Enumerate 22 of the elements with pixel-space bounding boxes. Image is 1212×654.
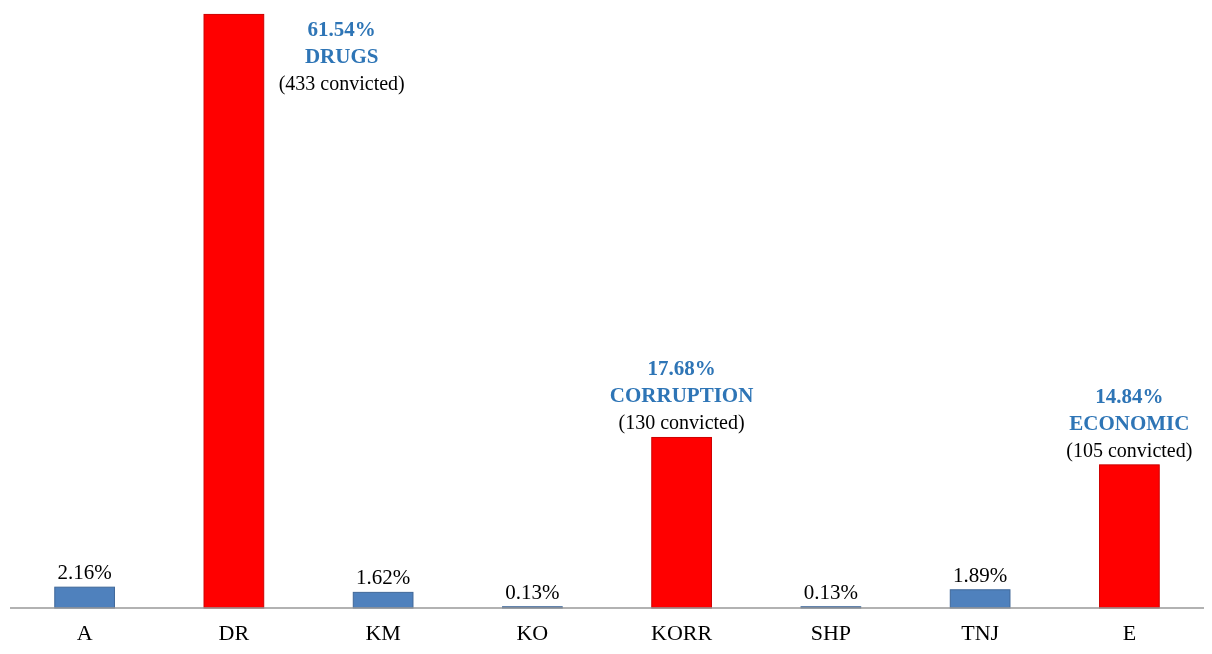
annotation: 61.54% bbox=[307, 17, 376, 42]
data-label: 0.13% bbox=[505, 579, 560, 604]
data-label: 14.84% bbox=[1095, 383, 1164, 408]
x-tick-label: DR bbox=[218, 619, 250, 645]
data-label: 0.13% bbox=[803, 579, 858, 604]
annotation: (433 convicted) bbox=[278, 72, 405, 96]
data-label: 1.62% bbox=[356, 565, 411, 590]
x-tick-label: KM bbox=[365, 619, 401, 645]
annotation: DRUGS bbox=[304, 44, 379, 69]
x-tick-label: TNJ bbox=[961, 619, 1000, 645]
x-tick-label: SHP bbox=[810, 619, 852, 645]
data-label: 17.68% bbox=[647, 356, 716, 381]
annotation: ECONOMIC bbox=[1069, 410, 1190, 435]
x-tick-label: A bbox=[76, 619, 93, 645]
annotation: CORRUPTION bbox=[609, 383, 754, 408]
x-tick-label: E bbox=[1122, 619, 1137, 645]
x-tick-label: KO bbox=[516, 619, 549, 645]
x-tick-label: KORR bbox=[651, 619, 713, 645]
annotation: (105 convicted) bbox=[1066, 438, 1193, 462]
data-label: 1.89% bbox=[953, 562, 1008, 587]
annotation: (130 convicted) bbox=[618, 411, 745, 435]
data-label: 2.16% bbox=[57, 560, 112, 585]
